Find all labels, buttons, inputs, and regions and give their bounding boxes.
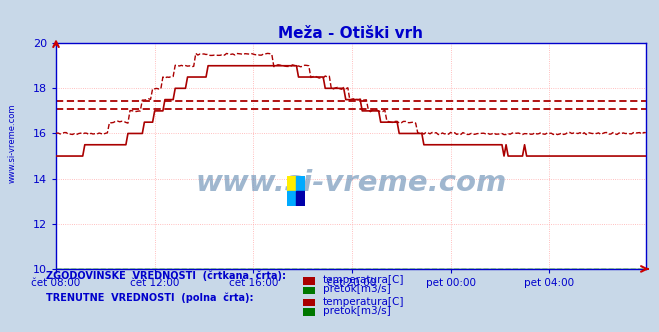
Text: ZGODOVINSKE  VREDNOSTI  (črtkana  črta):: ZGODOVINSKE VREDNOSTI (črtkana črta): (46, 270, 286, 281)
Text: temperatura[C]: temperatura[C] (323, 275, 405, 285)
Bar (296, 191, 305, 206)
Text: pretok[m3/s]: pretok[m3/s] (323, 306, 391, 316)
Title: Meža - Otiški vrh: Meža - Otiški vrh (278, 26, 424, 41)
Text: www.si-vreme.com: www.si-vreme.com (8, 103, 17, 183)
Bar (287, 191, 296, 206)
Bar (296, 176, 305, 191)
Text: pretok[m3/s]: pretok[m3/s] (323, 284, 391, 294)
Text: www.si-vreme.com: www.si-vreme.com (195, 169, 507, 197)
Text: temperatura[C]: temperatura[C] (323, 297, 405, 307)
Text: TRENUTNE  VREDNOSTI  (polna  črta):: TRENUTNE VREDNOSTI (polna črta): (46, 292, 254, 303)
Bar (287, 176, 296, 191)
